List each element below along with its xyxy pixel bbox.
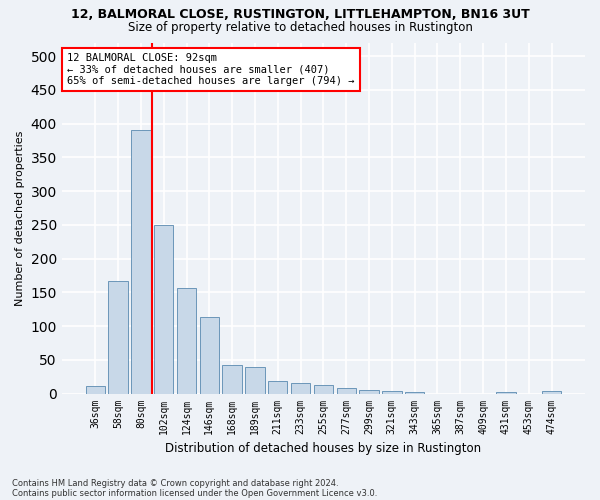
Bar — [245, 366, 265, 394]
Bar — [405, 392, 424, 394]
Text: 12, BALMORAL CLOSE, RUSTINGTON, LITTLEHAMPTON, BN16 3UT: 12, BALMORAL CLOSE, RUSTINGTON, LITTLEHA… — [71, 8, 529, 20]
Bar — [314, 385, 333, 394]
Text: Contains public sector information licensed under the Open Government Licence v3: Contains public sector information licen… — [12, 488, 377, 498]
Bar — [109, 281, 128, 394]
Bar — [86, 386, 105, 394]
Bar — [382, 391, 401, 394]
Bar — [291, 384, 310, 394]
Bar — [496, 392, 515, 394]
Bar — [177, 288, 196, 394]
Text: Size of property relative to detached houses in Rustington: Size of property relative to detached ho… — [128, 21, 472, 34]
Text: Contains HM Land Registry data © Crown copyright and database right 2024.: Contains HM Land Registry data © Crown c… — [12, 478, 338, 488]
X-axis label: Distribution of detached houses by size in Rustington: Distribution of detached houses by size … — [166, 442, 481, 455]
Bar — [131, 130, 151, 394]
Bar — [268, 382, 287, 394]
Bar — [154, 226, 173, 394]
Bar — [542, 391, 561, 394]
Y-axis label: Number of detached properties: Number of detached properties — [15, 130, 25, 306]
Text: 12 BALMORAL CLOSE: 92sqm
← 33% of detached houses are smaller (407)
65% of semi-: 12 BALMORAL CLOSE: 92sqm ← 33% of detach… — [67, 53, 355, 86]
Bar — [359, 390, 379, 394]
Bar — [223, 365, 242, 394]
Bar — [337, 388, 356, 394]
Bar — [200, 316, 219, 394]
